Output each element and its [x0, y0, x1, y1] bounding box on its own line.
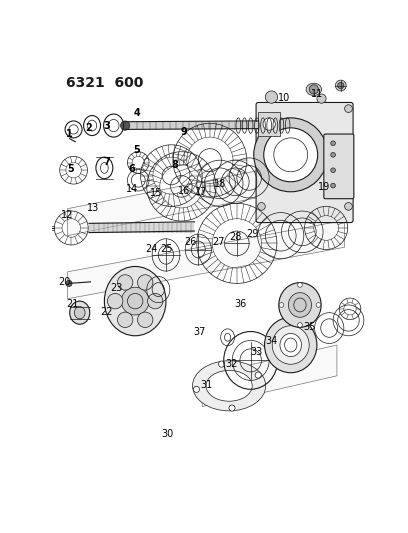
Text: 23: 23	[110, 282, 123, 293]
Text: 15: 15	[149, 188, 162, 198]
Circle shape	[298, 282, 302, 287]
FancyBboxPatch shape	[324, 134, 354, 199]
Text: 12: 12	[61, 210, 73, 220]
Ellipse shape	[70, 301, 90, 324]
Text: 35: 35	[304, 321, 316, 332]
Ellipse shape	[280, 334, 302, 357]
Text: 7: 7	[104, 157, 111, 167]
Circle shape	[229, 405, 235, 411]
Ellipse shape	[264, 317, 317, 373]
Text: 21: 21	[66, 299, 79, 309]
Text: 4: 4	[133, 108, 140, 118]
Circle shape	[316, 303, 321, 308]
Text: 13: 13	[87, 204, 99, 213]
Bar	[258, 112, 280, 135]
Text: 30: 30	[162, 429, 174, 439]
Circle shape	[345, 203, 353, 210]
Bar	[125, 122, 258, 130]
Text: 6: 6	[129, 164, 135, 174]
Circle shape	[118, 312, 133, 327]
Text: 31: 31	[200, 380, 212, 390]
Text: 14: 14	[126, 184, 138, 194]
Circle shape	[331, 152, 335, 157]
Text: 24: 24	[145, 245, 157, 254]
Polygon shape	[67, 155, 337, 236]
Circle shape	[118, 274, 133, 290]
Text: 2: 2	[85, 123, 91, 133]
Text: 10: 10	[278, 93, 290, 103]
Circle shape	[264, 128, 318, 182]
Circle shape	[137, 312, 153, 327]
Ellipse shape	[279, 282, 321, 327]
Ellipse shape	[120, 121, 130, 130]
Text: 32: 32	[225, 359, 237, 368]
Text: 19: 19	[318, 182, 330, 192]
Text: 1: 1	[66, 129, 73, 139]
Text: 17: 17	[195, 187, 208, 197]
Ellipse shape	[272, 326, 309, 364]
Ellipse shape	[74, 306, 85, 319]
Circle shape	[265, 91, 277, 103]
Circle shape	[345, 105, 353, 112]
Ellipse shape	[104, 266, 166, 336]
Text: 25: 25	[160, 245, 173, 254]
Ellipse shape	[288, 293, 312, 317]
Ellipse shape	[335, 80, 346, 91]
Text: 22: 22	[101, 307, 113, 317]
Text: 28: 28	[230, 232, 242, 242]
Text: 11: 11	[311, 88, 324, 99]
Ellipse shape	[206, 370, 252, 401]
Text: 18: 18	[214, 179, 226, 189]
Ellipse shape	[306, 83, 322, 95]
Circle shape	[219, 361, 225, 367]
Circle shape	[137, 274, 153, 290]
Text: 29: 29	[246, 229, 259, 239]
Circle shape	[107, 294, 123, 309]
Circle shape	[279, 303, 284, 308]
Circle shape	[254, 118, 328, 192]
Text: 3: 3	[104, 120, 111, 131]
Text: 9: 9	[181, 127, 187, 136]
Text: 37: 37	[193, 327, 206, 336]
Circle shape	[298, 322, 302, 327]
Circle shape	[309, 85, 318, 94]
Circle shape	[263, 118, 275, 130]
Bar	[89, 223, 195, 232]
Polygon shape	[67, 220, 345, 299]
Text: 27: 27	[212, 238, 225, 247]
Circle shape	[338, 83, 344, 88]
Circle shape	[193, 386, 200, 392]
Text: 36: 36	[234, 299, 247, 309]
Polygon shape	[202, 345, 337, 407]
Circle shape	[121, 287, 149, 315]
Text: 8: 8	[171, 159, 178, 169]
Circle shape	[331, 168, 335, 173]
Text: 5: 5	[133, 145, 140, 155]
Text: 34: 34	[266, 336, 278, 346]
Circle shape	[66, 280, 72, 287]
Circle shape	[317, 94, 326, 103]
Text: 33: 33	[250, 347, 262, 357]
Text: 6321  600: 6321 600	[66, 76, 143, 90]
Text: 16: 16	[178, 186, 190, 196]
Circle shape	[148, 294, 163, 309]
Circle shape	[331, 141, 335, 146]
Circle shape	[331, 183, 335, 188]
Text: 26: 26	[184, 238, 196, 247]
Circle shape	[255, 372, 261, 378]
Text: 20: 20	[58, 277, 71, 287]
FancyBboxPatch shape	[256, 102, 353, 223]
Ellipse shape	[193, 361, 266, 411]
Circle shape	[257, 203, 265, 210]
Text: 5: 5	[67, 164, 74, 174]
